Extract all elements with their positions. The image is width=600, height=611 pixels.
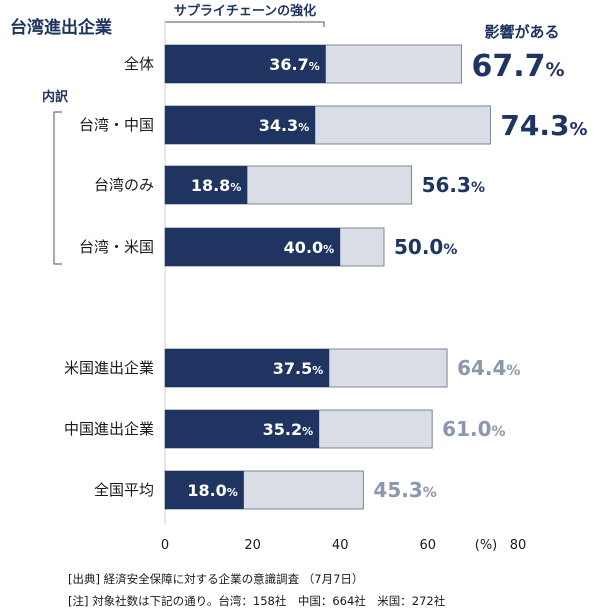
category-label: 全体 <box>124 55 154 73</box>
total-value-label: 67.7% <box>472 49 565 84</box>
stack-value-label: 18.8% <box>191 176 242 195</box>
stack-value-label: 40.0% <box>284 238 335 257</box>
stack-bar <box>165 106 316 144</box>
stack-bar <box>165 166 248 204</box>
stack-bar <box>165 228 341 266</box>
category-label: 台湾・中国 <box>79 116 154 134</box>
stack-label-bracket <box>164 21 325 27</box>
stack-value-label: 35.2% <box>263 420 314 439</box>
stack-bar <box>165 45 326 83</box>
x-tick-label: 0 <box>161 538 169 553</box>
x-tick-label: 20 <box>244 538 261 553</box>
stack-value-label: 37.5% <box>273 359 324 378</box>
footnote-note: [注] 対象社数は下記の通り。台湾：158社 中国：664社 米国：272社 <box>68 594 446 608</box>
total-value-label: 50.0% <box>394 235 457 259</box>
x-tick-label: 60 <box>420 538 437 553</box>
unit-label: (%) <box>475 538 498 553</box>
total-value-label: 56.3% <box>422 173 485 197</box>
category-label: 米国進出企業 <box>64 359 154 377</box>
total-series-label: 影響がある <box>484 23 559 41</box>
stack-series-label: サプライチェーンの強化 <box>174 3 316 19</box>
stack-bar <box>165 471 244 509</box>
category-label: 台湾・米国 <box>79 238 154 256</box>
total-value-label: 64.4% <box>457 356 520 380</box>
total-value-label: 61.0% <box>442 417 505 441</box>
category-label: 全国平均 <box>94 481 154 499</box>
stack-value-label: 34.3% <box>259 116 310 135</box>
total-value-label: 45.3% <box>373 478 436 502</box>
breakdown-label: 内訳 <box>42 89 69 105</box>
x-tick-label: 40 <box>332 538 349 553</box>
breakdown-bracket <box>53 111 62 265</box>
stack-bar <box>165 410 320 448</box>
total-value-label: 74.3% <box>500 109 587 142</box>
stack-value-label: 18.0% <box>187 481 238 500</box>
category-label: 中国進出企業 <box>64 420 154 438</box>
x-tick-label: 80 <box>510 538 527 553</box>
footnote-source: [出典] 経済安全保障に対する企業の意識調査 （7月7日） <box>68 572 363 586</box>
stack-value-label: 36.7% <box>269 55 320 74</box>
category-label: 台湾のみ <box>94 176 154 194</box>
stack-bar <box>165 349 330 387</box>
chart-title: 台湾進出企業 <box>10 17 112 38</box>
